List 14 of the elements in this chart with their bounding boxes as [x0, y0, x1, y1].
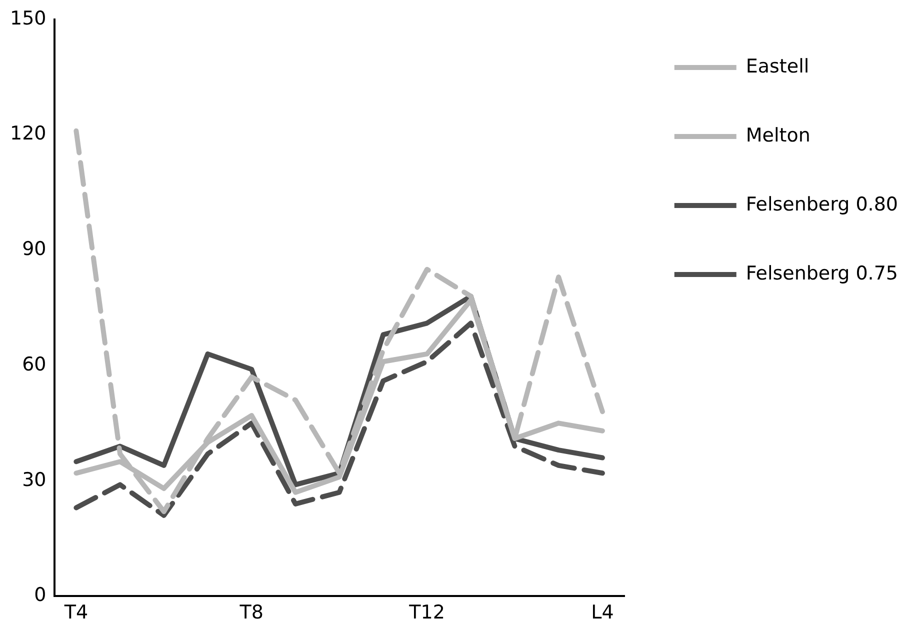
- legend-label: Melton: [746, 124, 810, 146]
- x-tick-label: L4: [591, 602, 614, 624]
- y-tick-label: 30: [22, 468, 46, 491]
- y-tick-label: 90: [22, 238, 46, 260]
- y-tick-label: 120: [10, 122, 46, 145]
- x-tick-label: T12: [408, 602, 445, 624]
- legend-label: Eastell: [746, 55, 810, 78]
- y-tick-label: 0: [34, 584, 46, 606]
- y-tick-label: 60: [22, 353, 46, 376]
- y-tick-label: 150: [10, 7, 46, 30]
- legend-label: Felsenberg 0.75: [746, 262, 898, 284]
- x-tick-label: T8: [238, 602, 264, 624]
- legend-label: Felsenberg 0.80: [746, 193, 898, 216]
- x-tick-label: T4: [63, 602, 88, 624]
